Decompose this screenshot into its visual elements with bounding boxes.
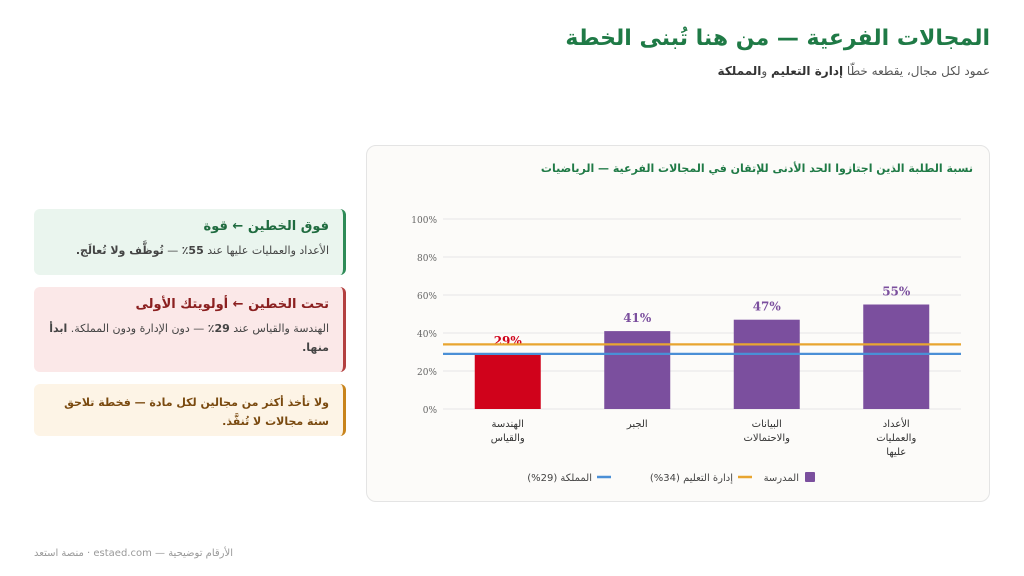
- x-tick-label: الأعداد: [883, 417, 910, 430]
- legend-label-school: المدرسة: [764, 473, 799, 484]
- note-priority: تحت الخطين ← أولويتك الأولى الهندسة والق…: [34, 287, 346, 372]
- x-tick-label: البيانات: [752, 419, 782, 430]
- note-strength-text: الأعداد والعمليات عليها عند: [203, 244, 329, 257]
- y-tick-label: 0%: [423, 406, 438, 416]
- note-priority-value: 29٪: [207, 322, 230, 335]
- note-priority-heading: تحت الخطين ← أولويتك الأولى: [135, 297, 330, 312]
- x-tick-label: عليها: [886, 447, 906, 458]
- bar: [604, 331, 671, 409]
- x-tick-label: الهندسة: [492, 419, 524, 430]
- note-strength-value: 55٪: [181, 244, 204, 257]
- bar-value-label: 29%: [494, 334, 523, 348]
- y-tick-label: 60%: [417, 292, 437, 302]
- subtitle-kingdom: المملكة: [717, 64, 762, 78]
- legend-label-line: المملكة (29%): [527, 473, 592, 484]
- y-tick-label: 20%: [417, 368, 437, 378]
- legend-swatch-school: [805, 472, 815, 482]
- note-priority-body: الهندسة والقياس عند 29٪ — دون الإدارة ود…: [48, 320, 329, 357]
- subtitle-conjunction: و: [761, 64, 772, 78]
- bar: [863, 304, 930, 409]
- page-subtitle: عمود لكل مجال، يقطعه خطّا إدارة التعليم …: [718, 64, 990, 78]
- note-priority-text: الهندسة والقياس عند: [229, 322, 329, 335]
- note-strength-dash: —: [163, 244, 182, 257]
- x-tick-label: والاحتمالات: [744, 433, 791, 444]
- y-tick-label: 40%: [417, 330, 437, 340]
- bar-value-label: 55%: [882, 285, 911, 299]
- note-strength-action: تُوظَّف ولا تُعالَج.: [75, 244, 164, 257]
- x-tick-label: الجبر: [626, 419, 648, 430]
- bar-chart: 0% 20% 40% 60% 80% 100% 29% الهندسة والقياس 41% ال…: [411, 216, 961, 484]
- subtitle-directorate: إدارة التعليم: [771, 64, 844, 78]
- chart-card: نسبة الطلبة الذين اجتازوا الحد الأدنى لل…: [366, 145, 990, 502]
- bar: [474, 353, 541, 409]
- note-rule-body: ولا تأخذ أكثر من مجالين لكل مادة — فخطة …: [64, 396, 329, 428]
- chart-title: نسبة الطلبة الذين اجتازوا الحد الأدنى لل…: [540, 162, 973, 175]
- note-priority-action: ابدأ منها.: [49, 322, 329, 354]
- y-tick-label: 80%: [417, 254, 437, 264]
- subtitle-text: عمود لكل مجال، يقطعه خطّا: [843, 64, 990, 78]
- page-title: المجالات الفرعية — من هنا تُبنى الخطة: [565, 26, 990, 51]
- bar: [733, 319, 800, 409]
- note-strength-heading: فوق الخطين ← قوة: [203, 219, 329, 234]
- x-tick-label: والقياس: [491, 433, 525, 444]
- note-priority-detail: — دون الإدارة ودون المملكة.: [67, 322, 208, 335]
- bar-value-label: 47%: [753, 300, 782, 314]
- note-strength: فوق الخطين ← قوة الأعداد والعمليات عليها…: [34, 209, 346, 275]
- legend-label-line: إدارة التعليم (34%): [650, 473, 733, 484]
- note-strength-body: الأعداد والعمليات عليها عند 55٪ — تُوظَّ…: [48, 242, 329, 261]
- footer-credit: منصة استعد · estaed.com — الأرقام توضيحي…: [34, 548, 233, 559]
- note-rule: ولا تأخذ أكثر من مجالين لكل مادة — فخطة …: [34, 384, 346, 436]
- x-tick-label: والعمليات: [876, 433, 916, 444]
- bar-value-label: 41%: [623, 311, 652, 325]
- y-tick-label: 100%: [411, 216, 437, 226]
